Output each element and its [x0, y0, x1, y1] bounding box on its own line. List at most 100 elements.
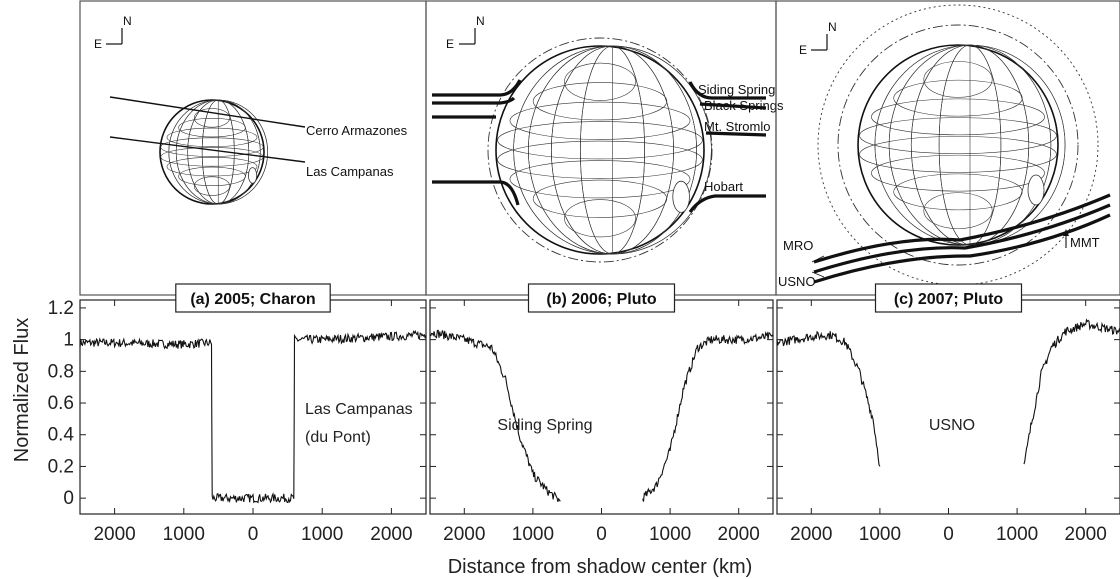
lightcurve-panel-b: 2000 1000 0 1000 2000 (b) 2006; Pluto Siding S… — [429, 283, 774, 545]
atmosphere-ring-b — [487, 37, 713, 263]
chord-mro — [813, 193, 1111, 264]
panel-title-box — [874, 283, 1023, 313]
outer-ring-c — [817, 4, 1099, 286]
chord-hobart-right — [688, 194, 766, 213]
globe-c-parallel — [923, 192, 993, 229]
globe-c-parallel — [871, 154, 1045, 192]
x-tick-label: 2000 — [1065, 524, 1107, 545]
globe-b-parallel — [497, 121, 703, 160]
chord-cerro-armazones — [109, 96, 306, 128]
chord-usno-map — [813, 203, 1111, 274]
compass-e-a: E — [94, 37, 102, 51]
globe-b-parallel — [532, 82, 668, 121]
globe-a-parallel — [178, 166, 246, 187]
globe-a — [159, 99, 268, 205]
panel-title: (c) 2007; Pluto — [894, 291, 1004, 308]
flux-series-c-0 — [776, 330, 881, 467]
chord-black-springs-left — [432, 96, 516, 105]
compass-a: N E — [94, 14, 132, 51]
lightcurve-panels: 2000 1000 0 1000 2000 (a) 2005; Charon Las Cam… — [79, 283, 1120, 545]
map-panel-c: N E MRO USNO MMT — [775, 0, 1120, 296]
y-tick-label: 0.4 — [48, 425, 75, 446]
x-tick-label: 2000 — [370, 524, 412, 545]
y-tick-label: 0.8 — [48, 361, 74, 382]
y-tick-label: 0.6 — [48, 393, 74, 414]
chord-siding-spring-right — [688, 81, 766, 100]
globe-c-meridian — [874, 44, 1066, 246]
compass-b: N E — [446, 14, 485, 51]
y-tick-label: 0.2 — [48, 456, 74, 477]
chord-black-springs-right — [699, 102, 767, 110]
flux-series-a-0 — [79, 329, 427, 504]
globe-c-parallel — [871, 98, 1045, 136]
label-hobart: Hobart — [704, 179, 743, 194]
globe-c-parallel — [893, 79, 1023, 117]
globe-b-parallel — [532, 179, 668, 218]
x-tick-label: 2000 — [790, 524, 832, 545]
chord-mmt — [813, 213, 1111, 284]
plot-frame — [429, 299, 774, 515]
label-usno-map: USNO — [778, 274, 816, 289]
mmt-pointer-head — [1063, 229, 1069, 236]
lightcurve-panel-a: 2000 1000 0 1000 2000 (a) 2005; Charon Las Cam… — [79, 283, 427, 545]
panel-title: (a) 2005; Charon — [190, 291, 315, 308]
y-tick-label: 1 — [63, 330, 74, 351]
globe-c — [857, 44, 1066, 246]
globe-c-parallel — [923, 61, 993, 98]
x-tick-label: 1000 — [859, 524, 901, 545]
flux-series-c-1 — [1023, 318, 1120, 465]
globe-a-parallel — [166, 127, 258, 148]
panel-title-box — [527, 283, 676, 313]
globe-b-parallel — [509, 160, 691, 199]
x-axis-title: Distance from shadow center (km) — [448, 556, 753, 578]
globe-a-parallel — [193, 176, 231, 196]
label-siding-spring-map: Siding Spring — [698, 82, 775, 97]
globe-a-parallel — [178, 117, 246, 138]
globe-c-parallel — [859, 136, 1057, 173]
lightcurve-panel-c: 2000 1000 0 1000 2000 (c) 2007; Pluto USNO — [776, 283, 1120, 545]
map-panel-b: N E Siding Spring Black Springs Mt. Stro… — [425, 0, 784, 296]
flux-series-b-0 — [429, 329, 561, 502]
y-tick-label: 1.2 — [48, 298, 74, 319]
compass-n-c: N — [828, 20, 837, 34]
x-tick-label: 2000 — [718, 524, 760, 545]
x-tick-label: 1000 — [512, 524, 554, 545]
x-tick-label: 1000 — [301, 524, 343, 545]
plot-frame — [776, 299, 1120, 515]
compass-n-b: N — [476, 14, 485, 28]
globe-b-parallel — [564, 62, 636, 101]
label-cerro-armazones: Cerro Armazones — [306, 123, 408, 138]
compass-e-c: E — [799, 43, 807, 57]
globe-a-pole — [247, 167, 258, 184]
y-tick-labels: 0 0.2 0.4 0.6 0.8 1 1.2 — [48, 298, 75, 509]
globe-b-parallel — [564, 199, 636, 238]
panel-title: (b) 2006; Pluto — [546, 291, 656, 308]
compass-c: N E — [799, 20, 837, 57]
compass-n-a: N — [123, 14, 132, 28]
label-las-campanas: Las Campanas — [306, 164, 394, 179]
station-label: Las Campanas — [305, 401, 413, 418]
station-label: (du Pont) — [305, 429, 371, 446]
panel-title-box — [175, 283, 331, 313]
x-tick-label: 2000 — [93, 524, 135, 545]
y-axis-title: Normalized Flux — [11, 318, 33, 462]
globe-c-pole — [1027, 174, 1045, 206]
label-mro: MRO — [783, 238, 813, 253]
globe-b-parallel — [509, 101, 691, 140]
globe-a-parallel — [160, 137, 264, 157]
globe-c-parallel — [859, 117, 1057, 154]
station-label: Siding Spring — [497, 417, 592, 434]
station-label: USNO — [929, 417, 975, 434]
x-tick-label: 0 — [248, 524, 259, 545]
x-tick-label: 1000 — [996, 524, 1038, 545]
globe-b — [495, 45, 712, 255]
label-mmt: MMT — [1070, 235, 1100, 250]
chord-siding-spring-left — [432, 79, 522, 97]
chart-axes-left: Normalized Flux 0 0.2 0.4 0.6 0.8 1 1.2 — [11, 298, 74, 509]
label-mt-stromlo: Mt. Stromlo — [704, 119, 770, 134]
globe-b-meridian — [513, 45, 712, 255]
usno-pointer — [811, 271, 825, 278]
flux-series-b-1 — [642, 330, 774, 502]
globe-a-meridian — [168, 99, 268, 205]
